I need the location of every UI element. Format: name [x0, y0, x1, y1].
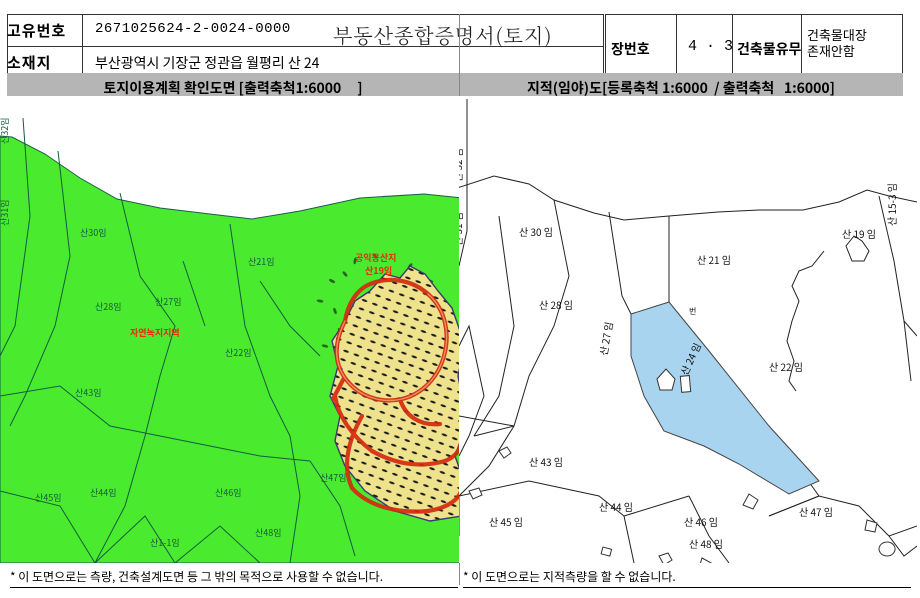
svg-text:산 19 임: 산 19 임	[842, 226, 876, 241]
svg-text:산44임: 산44임	[90, 486, 117, 499]
svg-text:산30임: 산30임	[80, 226, 107, 239]
svg-text:산31임: 산31임	[0, 199, 11, 226]
svg-text:자연녹지지역: 자연녹지지역	[130, 326, 180, 339]
svg-text:산22임: 산22임	[225, 346, 252, 359]
svg-text:산 45 임: 산 45 임	[489, 514, 523, 529]
svg-text:산 48 임: 산 48 임	[689, 536, 723, 551]
svg-text:번: 번	[689, 306, 696, 317]
svg-text:산 46 임: 산 46 임	[684, 514, 718, 529]
svg-text:공익용산지: 공익용산지	[355, 251, 396, 264]
svg-text:산 44 임: 산 44 임	[599, 499, 633, 514]
svg-text:산48임: 산48임	[255, 526, 282, 539]
svg-text:산1-1임: 산1-1임	[150, 536, 180, 549]
svg-text:산 30 임: 산 30 임	[519, 224, 553, 239]
svg-text:산 28 임: 산 28 임	[539, 297, 573, 312]
svg-text:산46임: 산46임	[215, 486, 242, 499]
svg-text:산45임: 산45임	[35, 491, 62, 504]
svg-text:산28임: 산28임	[95, 300, 122, 313]
svg-text:산27임: 산27임	[155, 295, 182, 308]
svg-text:산43임: 산43임	[75, 386, 102, 399]
svg-text:산 15-3 임: 산 15-3 임	[884, 183, 899, 226]
svg-text:산 22 임: 산 22 임	[769, 359, 803, 374]
svg-text:산47임: 산47임	[320, 471, 347, 484]
svg-text:산21임: 산21임	[248, 255, 275, 268]
svg-text:산32임: 산32임	[0, 117, 11, 144]
svg-text:산 47 임: 산 47 임	[799, 504, 833, 519]
svg-text:산 43 임: 산 43 임	[529, 454, 563, 469]
svg-text:산19임: 산19임	[365, 264, 392, 277]
svg-text:산 31 임: 산 31 임	[459, 212, 465, 246]
svg-text:산 21 임: 산 21 임	[697, 252, 731, 267]
svg-text:산 32 임: 산 32 임	[459, 148, 465, 182]
